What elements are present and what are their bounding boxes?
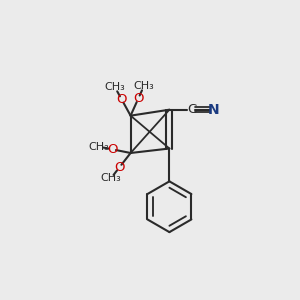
Text: N: N xyxy=(208,103,220,117)
Text: CH₃: CH₃ xyxy=(88,142,109,152)
Text: C: C xyxy=(187,103,196,116)
Text: CH₃: CH₃ xyxy=(105,82,125,92)
Text: O: O xyxy=(133,92,143,105)
Text: CH₃: CH₃ xyxy=(134,81,154,91)
Text: CH₃: CH₃ xyxy=(100,173,121,183)
Text: O: O xyxy=(107,143,118,156)
Text: O: O xyxy=(114,161,124,174)
Text: O: O xyxy=(116,93,127,106)
